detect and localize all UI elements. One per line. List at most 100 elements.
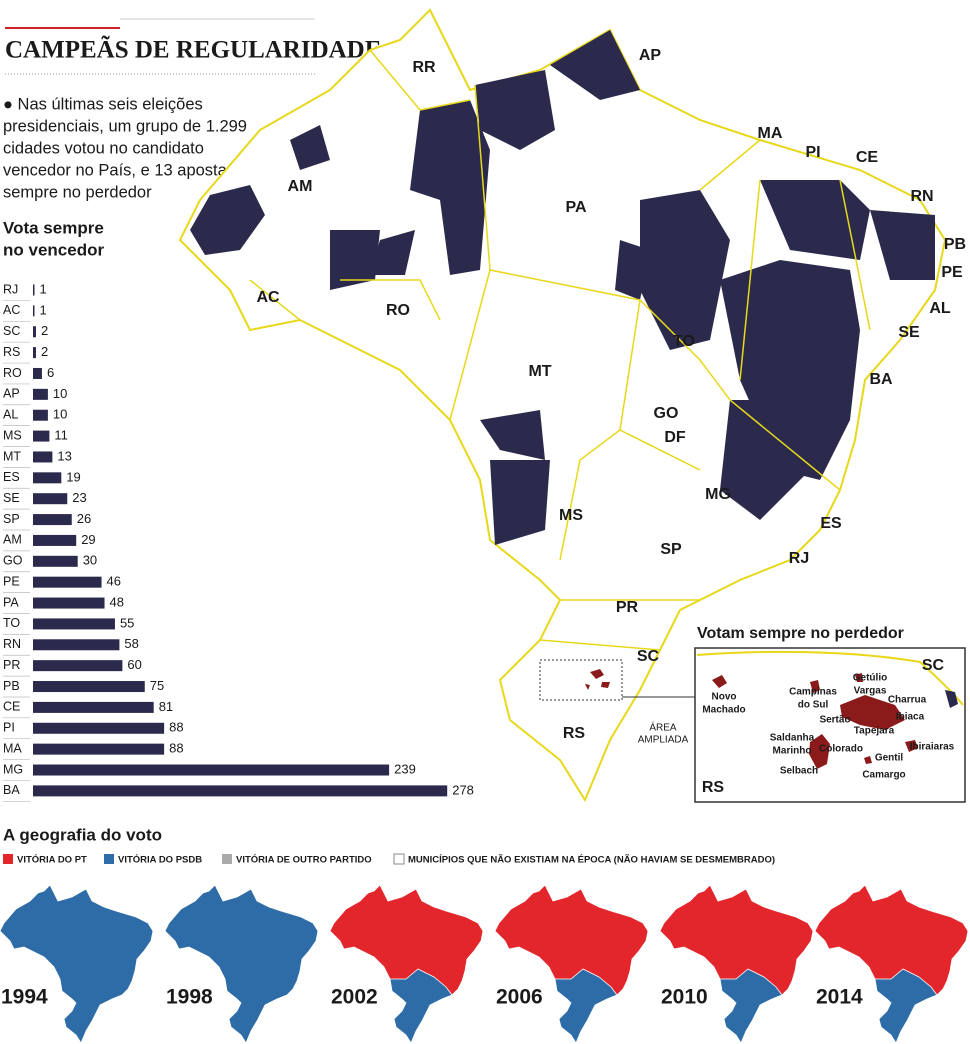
legend-label: MUNICÍPIOS QUE NÃO EXISTIAM NA ÉPOCA (NÃ… [408,855,775,866]
year-label: 1994 [1,986,48,1009]
state-label: RR [412,59,436,76]
intro: ● Nas últimas seis eleições presidenciai… [3,95,255,201]
bar [33,743,165,755]
value-label: 2 [41,323,48,338]
category-label: BA [3,783,20,797]
value-label: 55 [120,615,134,630]
city-label: Vargas [854,686,887,697]
state-label: MT [528,363,551,380]
category-label: TO [3,616,20,630]
map-shape [164,884,319,1044]
year-label: 2002 [331,986,378,1009]
bar [33,764,390,776]
state-label: PB [944,236,966,253]
value-label: 10 [53,407,67,422]
state-label: AL [929,300,951,317]
small-map [659,884,814,1044]
value-label: 46 [107,574,121,589]
value-label: 1 [39,302,46,317]
value-label: 239 [394,761,416,776]
bar [33,618,115,630]
inset-state: SC [922,657,945,674]
legend-swatch [393,853,405,865]
city-label: Novo [712,692,737,703]
category-label: PE [3,574,20,588]
state-label: SP [660,541,682,558]
loser-areas [585,669,610,690]
inset-state: RS [702,779,725,796]
bar [33,660,123,672]
category-label: RJ [3,282,18,296]
city-label: Machado [702,705,745,716]
state-label: DF [664,429,686,446]
bar [33,409,48,421]
category-label: SC [3,324,20,338]
state-label: RN [910,188,933,205]
value-label: 23 [72,490,86,505]
state-label: TO [673,333,695,350]
section-title: A geografia do voto [3,825,162,844]
bar [33,367,42,379]
bar [33,472,62,484]
winner-areas [190,30,935,545]
state-label: SC [637,648,660,665]
category-label: PI [3,721,15,735]
bar [33,326,36,338]
category-label: AM [3,533,22,547]
legend-swatch [3,854,13,864]
category-label: PB [3,679,20,693]
zoom-note: AMPLIADA [638,735,689,746]
city-label: do Sul [798,700,829,711]
category-label: PA [3,595,19,609]
value-label: 1 [39,281,46,296]
city-label: Colorado [819,744,863,755]
bar [33,534,77,546]
state-label: MS [559,507,583,524]
bar [33,514,72,526]
city-label: Ibiaca [896,712,925,723]
value-label: 88 [169,720,183,735]
category-label: SE [3,491,20,505]
value-label: 48 [110,594,124,609]
inset-title: Votam sempre no perdedor [697,625,904,642]
value-label: 81 [159,699,173,714]
zoom-box [539,659,623,701]
bar [33,284,35,296]
year-label: 1998 [166,986,213,1009]
bar [33,451,53,463]
state-label: PA [565,199,586,216]
state-label: BA [869,371,893,388]
inset-labels: SC RS Novo Machado Campinas do Sul Getúl… [702,657,955,796]
category-label: MS [3,428,22,442]
intro-line: ● Nas últimas seis eleições [3,95,203,113]
category-label: SP [3,512,20,526]
value-label: 30 [83,553,97,568]
city-label: Campinas [789,687,837,698]
state-label: RJ [789,550,809,567]
legend-label: VITÓRIA DO PSDB [118,854,202,866]
category-label: RS [3,345,20,359]
chart-title: Vota sempre [3,218,104,237]
state-label: MG [705,486,731,503]
value-label: 6 [47,365,54,380]
intro-line: presidenciais, um grupo de 1.299 [3,117,247,135]
inset-box [694,647,966,803]
value-label: 26 [77,511,91,526]
state-label: GO [654,405,679,422]
bar [33,576,102,588]
value-label: 88 [169,741,183,756]
city-label: Selbach [780,766,818,777]
value-label: 278 [452,782,474,797]
inset-border [696,650,964,706]
city-label: Saldanha [770,733,815,744]
legend-label: VITÓRIA DO PT [17,854,87,866]
bar [33,701,154,713]
inset-loser-areas [712,673,918,769]
bar [33,493,68,505]
bar [33,639,120,651]
state-label: AP [639,47,662,64]
category-label: RN [3,637,21,651]
